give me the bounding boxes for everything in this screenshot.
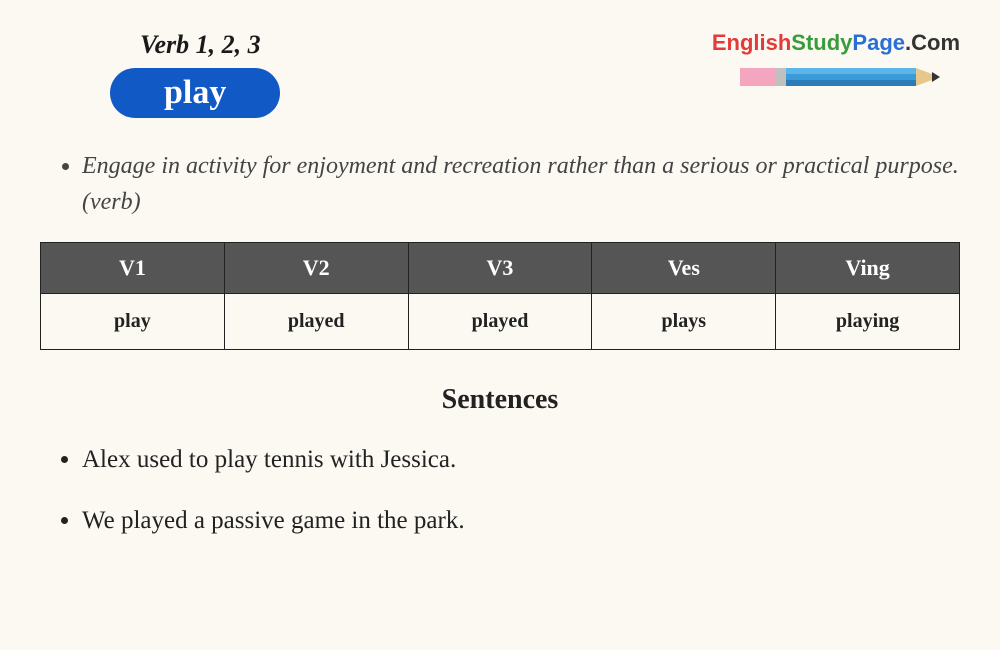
col-ving: Ving (776, 243, 960, 294)
header-row: Verb 1, 2, 3 play EnglishStudyPage.Com (40, 30, 960, 118)
subtitle: Verb 1, 2, 3 (110, 30, 280, 60)
col-ves: Ves (592, 243, 776, 294)
cell-ving: playing (776, 294, 960, 350)
logo-english: English (712, 30, 791, 55)
logo-com: .Com (905, 30, 960, 55)
logo-text: EnglishStudyPage.Com (712, 30, 960, 56)
word-pill: play (110, 68, 280, 118)
col-v2: V2 (224, 243, 408, 294)
cell-ves: plays (592, 294, 776, 350)
sentences-list: Alex used to play tennis with Jessica. W… (40, 442, 960, 538)
definition-text: Engage in activity for enjoyment and rec… (82, 148, 960, 220)
logo: EnglishStudyPage.Com (712, 30, 960, 94)
cell-v3: played (408, 294, 592, 350)
logo-study: Study (791, 30, 852, 55)
cell-v1: play (41, 294, 225, 350)
col-v3: V3 (408, 243, 592, 294)
table-row: play played played plays playing (41, 294, 960, 350)
verb-forms-table: V1 V2 V3 Ves Ving play played played pla… (40, 242, 960, 350)
title-block: Verb 1, 2, 3 play (40, 30, 280, 118)
sentence-item: We played a passive game in the park. (82, 503, 960, 538)
sentences-title: Sentences (40, 384, 960, 416)
pencil-icon (712, 60, 960, 94)
logo-page: Page (852, 30, 905, 55)
sentence-item: Alex used to play tennis with Jessica. (82, 442, 960, 477)
definition-list: Engage in activity for enjoyment and rec… (40, 148, 960, 220)
col-v1: V1 (41, 243, 225, 294)
cell-v2: played (224, 294, 408, 350)
table-header-row: V1 V2 V3 Ves Ving (41, 243, 960, 294)
